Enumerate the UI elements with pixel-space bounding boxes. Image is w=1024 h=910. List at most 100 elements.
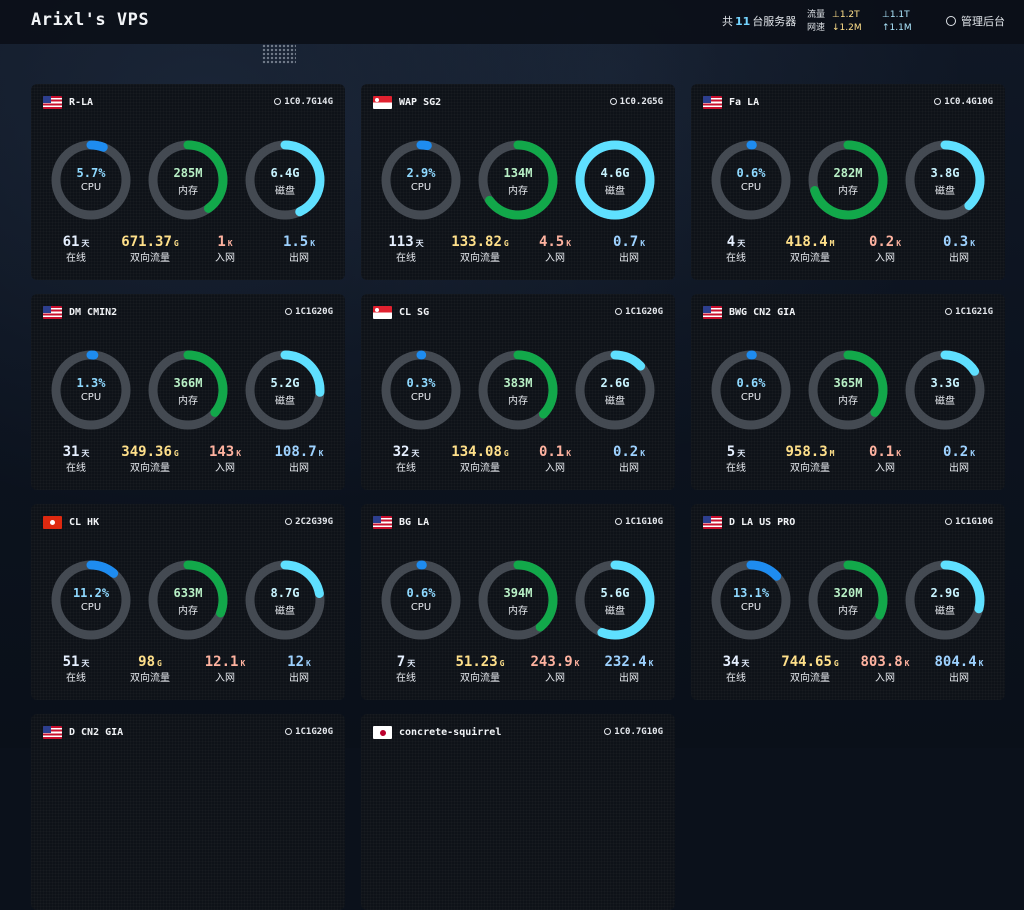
- out-metric: 804.4 K 出网: [920, 654, 998, 685]
- spec-text: 1C1G20G: [295, 307, 333, 317]
- gauge-ring: [245, 560, 325, 640]
- mem-gauge: 633M 内存: [148, 560, 228, 640]
- spec-text: 1C1G21G: [955, 307, 993, 317]
- chip-icon: [945, 308, 953, 315]
- out-unit: K: [310, 239, 316, 248]
- in-label: 入网: [875, 463, 895, 474]
- spec-text: 1C0.2G5G: [619, 97, 663, 107]
- server-name: R-LA: [69, 97, 94, 108]
- server-card[interactable]: DM CMIN2 1C1G20G 1.3% CPU 366M 内存 5.2G 磁盘 31 天在线 3…: [31, 294, 345, 490]
- out-unit: K: [648, 659, 654, 668]
- server-spec: 1C1G10G: [945, 516, 993, 529]
- server-name: CL SG: [399, 307, 430, 318]
- site-title[interactable]: Arixl's VPS: [31, 10, 150, 30]
- flag-us-icon: [43, 96, 62, 109]
- cpu-value: 0.6%: [736, 166, 766, 180]
- mem-value: 366M: [173, 376, 203, 390]
- mem-label: 内存: [838, 186, 858, 197]
- in-metric: 143 K 入网: [186, 444, 264, 475]
- server-name: DM CMIN2: [69, 307, 118, 318]
- out-metric: 108.7 K 出网: [260, 444, 338, 475]
- mem-gauge: 394M 内存: [478, 560, 558, 640]
- out-metric: 0.3 K 出网: [920, 234, 998, 265]
- gauge-ring: [478, 350, 558, 430]
- uptime-unit: 天: [737, 239, 746, 248]
- server-card[interactable]: D CN2 GIA 1C1G20G: [31, 714, 345, 910]
- traffic-number: 98: [138, 654, 156, 670]
- disk-gauge: 3.8G 磁盘: [905, 140, 985, 220]
- mem-gauge: 134M 内存: [478, 140, 558, 220]
- uptime-label: 在线: [396, 253, 416, 264]
- server-card[interactable]: R-LA 1C0.7G14G 5.7% CPU 285M 内存 6.4G 磁盘 61 天在线 671…: [31, 84, 345, 280]
- server-card[interactable]: Fa LA 1C0.4G10G 0.6% CPU 282M 内存 3.8G 磁盘 4 天在线 418…: [691, 84, 1005, 280]
- traffic-number: 418.4: [785, 234, 828, 250]
- disk-label: 磁盘: [275, 396, 295, 407]
- server-card[interactable]: BG LA 1C1G10G 0.6% CPU 394M 内存 5.6G 磁盘 7 天在线 51.23…: [361, 504, 675, 700]
- mem-gauge: 365M 内存: [808, 350, 888, 430]
- uptime-number: 31: [62, 444, 80, 460]
- traffic-label: 双向流量: [460, 253, 500, 264]
- uptime-label: 在线: [726, 253, 746, 264]
- out-value: 804.4 K: [920, 654, 998, 672]
- flag-us-icon: [703, 306, 722, 319]
- uptime-metric: 32 天在线: [367, 444, 445, 475]
- uptime-metric: 4 天在线: [697, 234, 775, 265]
- uptime-unit: 天: [415, 239, 424, 248]
- uptime-unit: 天: [741, 659, 750, 668]
- in-value: 0.1 K: [846, 444, 924, 462]
- total-traffic-up: ⊥1.2T: [832, 10, 860, 20]
- disk-label: 磁盘: [935, 186, 955, 197]
- traffic-label: 流量: [807, 10, 826, 20]
- out-value: 12 K: [260, 654, 338, 672]
- disk-label: 磁盘: [605, 396, 625, 407]
- uptime-value: 34 天: [697, 654, 775, 672]
- in-value: 0.1 K: [516, 444, 594, 462]
- gauge-ring: [148, 140, 228, 220]
- admin-link[interactable]: 管理后台: [946, 13, 1005, 29]
- server-card[interactable]: concrete-squirrel 1C0.7G10G: [361, 714, 675, 910]
- traffic-label: 双向流量: [790, 463, 830, 474]
- gauge-ring: [478, 560, 558, 640]
- server-name: BWG CN2 GIA: [729, 307, 796, 318]
- gauge-ring: [478, 140, 558, 220]
- chip-icon: [285, 518, 293, 525]
- disk-label: 磁盘: [275, 186, 295, 197]
- server-card[interactable]: D LA US PRO 1C1G10G 13.1% CPU 320M 内存 2.9G 磁盘 34…: [691, 504, 1005, 700]
- traffic-number: 133.82: [451, 234, 502, 250]
- server-spec: 1C1G20G: [285, 306, 333, 319]
- out-label: 出网: [289, 673, 309, 684]
- server-card[interactable]: CL SG 1C1G20G 0.3% CPU 383M 内存 2.6G 磁盘 32 天在线 134.…: [361, 294, 675, 490]
- traffic-unit: M: [829, 449, 835, 458]
- chip-icon: [934, 98, 942, 105]
- uptime-metric: 34 天在线: [697, 654, 775, 685]
- disk-value: 3.3G: [930, 376, 960, 390]
- flag-us-icon: [703, 96, 722, 109]
- disk-label: 磁盘: [935, 606, 955, 617]
- in-label: 入网: [545, 673, 565, 684]
- disk-value: 4.6G: [600, 166, 630, 180]
- flag-us-icon: [43, 726, 62, 739]
- cpu-gauge: 11.2% CPU: [51, 560, 131, 640]
- server-card[interactable]: WAP SG2 1C0.2G5G 2.9% CPU 134M 内存 4.6G 磁盘 113 天在线…: [361, 84, 675, 280]
- server-count-number: 11: [735, 15, 751, 28]
- uptime-value: 61 天: [37, 234, 115, 252]
- traffic-label: 双向流量: [790, 673, 830, 684]
- server-card[interactable]: CL HK 2C2G39G 11.2% CPU 633M 内存 8.7G 磁盘 51 天在线 98 G…: [31, 504, 345, 700]
- traffic-unit: G: [503, 239, 509, 248]
- out-unit: K: [640, 239, 646, 248]
- server-count: 共 11 台服务器: [722, 13, 796, 29]
- traffic-metric: 51.23 G 双向流量: [441, 654, 519, 685]
- chip-icon: [274, 98, 282, 105]
- gauge-ring: [51, 140, 131, 220]
- in-number: 0.2: [868, 234, 895, 250]
- chip-icon: [609, 98, 617, 105]
- server-card[interactable]: BWG CN2 GIA 1C1G21G 0.6% CPU 365M 内存 3.3G 磁盘 5 天在…: [691, 294, 1005, 490]
- traffic-label: 双向流量: [790, 253, 830, 264]
- uptime-label: 在线: [726, 463, 746, 474]
- uptime-label: 在线: [396, 463, 416, 474]
- disk-value: 2.6G: [600, 376, 630, 390]
- cpu-value: 2.9%: [406, 166, 436, 180]
